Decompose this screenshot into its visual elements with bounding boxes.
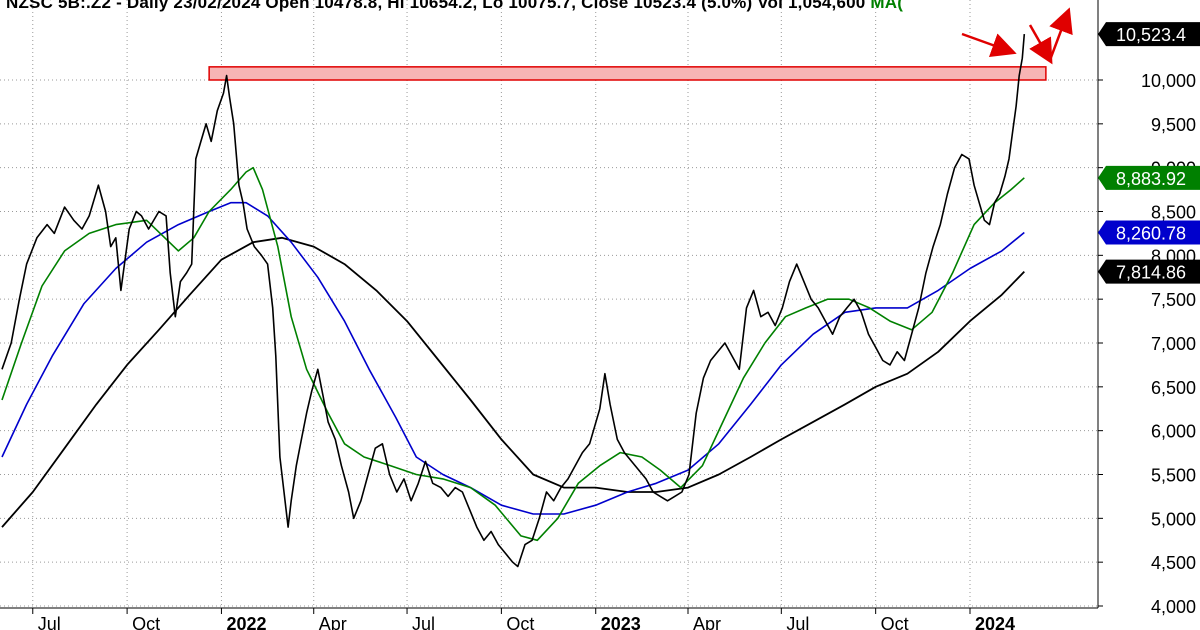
price-tag-label-ma_long: 7,814.86 — [1116, 263, 1186, 283]
y-tick-label: 5,000 — [1151, 509, 1196, 529]
chart-header: NZSC 5B:.Z2 - Daily 23/02/2024 Open 1047… — [6, 0, 903, 13]
x-tick-label: 2022 — [226, 614, 266, 630]
resistance-zone-layer — [208, 66, 1047, 81]
series-line-ma_mid — [1, 201, 1025, 515]
x-tick-label: Jul — [412, 614, 435, 630]
price-tag-ma_mid — [1098, 220, 1200, 245]
price-tag-ma_long — [1098, 259, 1200, 284]
arrow-2 — [1028, 24, 1053, 65]
y-tick-label: 6,500 — [1151, 378, 1196, 398]
price-tag-layer: 10,523.4 8,883.92 8,260.78 7,814.86 — [1098, 22, 1200, 284]
series-line-price — [1, 34, 1026, 568]
header-title: NZSC 5B:.Z2 - Daily 23/02/2024 Open 1047… — [6, 0, 866, 12]
x-tick-label: Jul — [38, 614, 61, 630]
x-tick-label: Apr — [693, 614, 721, 630]
y-tick-label: 7,500 — [1151, 290, 1196, 310]
x-tick-label: Oct — [506, 614, 534, 630]
x-tick-label: Jul — [786, 614, 809, 630]
series-line-ma_long — [1, 236, 1025, 528]
x-tick-label: 2024 — [975, 614, 1015, 630]
grid-layer — [0, 0, 1098, 608]
series-line-ma_short — [1, 166, 1025, 542]
y-tick-label: 5,500 — [1151, 466, 1196, 486]
price-tag-label-ma_short: 8,883.92 — [1116, 169, 1186, 189]
y-tick-label: 4,500 — [1151, 553, 1196, 573]
resistance-zone — [208, 66, 1047, 81]
header-ma: MA( — [870, 0, 904, 12]
y-tick-label: 9,500 — [1151, 115, 1196, 135]
y-tick-label: 4,000 — [1151, 597, 1196, 617]
y-tick-label: 7,000 — [1151, 334, 1196, 354]
x-tick-label: 2023 — [601, 614, 641, 630]
price-tag-label-price: 10,523.4 — [1116, 25, 1186, 45]
y-tick-label: 8,500 — [1151, 203, 1196, 223]
price-tag-price — [1098, 22, 1200, 47]
price-tag-label-ma_mid: 8,260.78 — [1116, 223, 1186, 243]
arrow-1 — [961, 32, 1017, 57]
arrow-3 — [1048, 7, 1073, 61]
price-tag-ma_short — [1098, 165, 1200, 190]
x-tick-label: Oct — [132, 614, 160, 630]
y-tick-label: 10,000 — [1141, 71, 1196, 91]
series-layer — [1, 34, 1026, 568]
x-tick-label: Oct — [881, 614, 909, 630]
annotation-arrows — [961, 7, 1073, 65]
y-tick-label: 6,000 — [1151, 422, 1196, 442]
x-tick-label: Apr — [319, 614, 347, 630]
